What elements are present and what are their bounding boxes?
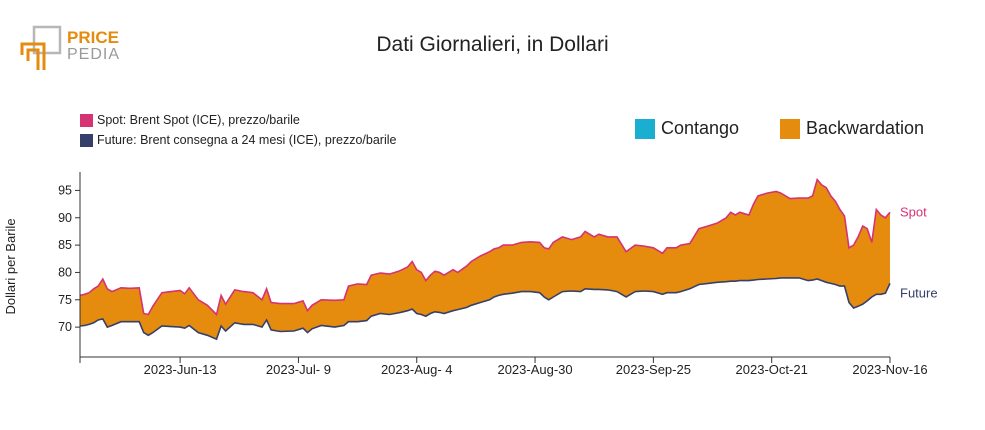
x-tick-label: 2023-Aug-30 [497, 362, 572, 377]
legend-item-backwardation[interactable]: Backwardation [780, 118, 924, 139]
y-tick-label: 75 [58, 293, 72, 307]
pricepedia-logo: PRICE PEDIA [20, 24, 130, 74]
x-tick-label: 2023-Jul- 9 [266, 362, 331, 377]
spot-swatch [80, 113, 93, 127]
legend-label-backwardation: Backwardation [806, 118, 925, 138]
backwardation-area [80, 179, 890, 340]
legend-item-contango[interactable]: Contango [635, 118, 739, 139]
y-tick-label: 70 [58, 320, 72, 334]
y-tick-label: 95 [58, 183, 72, 197]
x-tick-label: 2023-Sep-25 [616, 362, 691, 377]
legend-label-contango: Contango [661, 118, 740, 138]
chart-title: Dati Giornalieri, in Dollari [376, 33, 609, 56]
y-tick-label: 80 [58, 265, 72, 279]
y-axis-label: Dollari per Barile [3, 218, 18, 314]
x-tick-label: 2023-Aug- 4 [381, 362, 453, 377]
logo-line2: PEDIA [67, 46, 120, 63]
contango-swatch [635, 118, 655, 139]
legend-label-spot: Spot: Brent Spot (ICE), prezzo/barile [97, 113, 300, 127]
legend-item-future[interactable]: Future: Brent consegna a 24 mesi (ICE), … [80, 130, 396, 150]
spot-end-label: Spot [900, 204, 927, 219]
x-tick-label: 2023-Jun-13 [144, 362, 217, 377]
logo-line1: PRICE [67, 28, 119, 47]
future-end-label: Future [900, 285, 938, 300]
backwardation-swatch [780, 118, 800, 139]
y-tick-label: 85 [58, 238, 72, 252]
x-tick-label: 2023-Nov-16 [852, 362, 927, 377]
future-line [79, 277, 891, 341]
y-tick-label: 90 [58, 211, 72, 225]
x-tick-label: 2023-Oct-21 [736, 362, 808, 377]
spot-line [79, 177, 891, 317]
series-legend: Spot: Brent Spot (ICE), prezzo/barile Fu… [80, 110, 396, 150]
legend-label-future: Future: Brent consegna a 24 mesi (ICE), … [97, 133, 397, 147]
legend-item-spot[interactable]: Spot: Brent Spot (ICE), prezzo/barile [80, 110, 396, 130]
future-swatch [80, 133, 93, 147]
